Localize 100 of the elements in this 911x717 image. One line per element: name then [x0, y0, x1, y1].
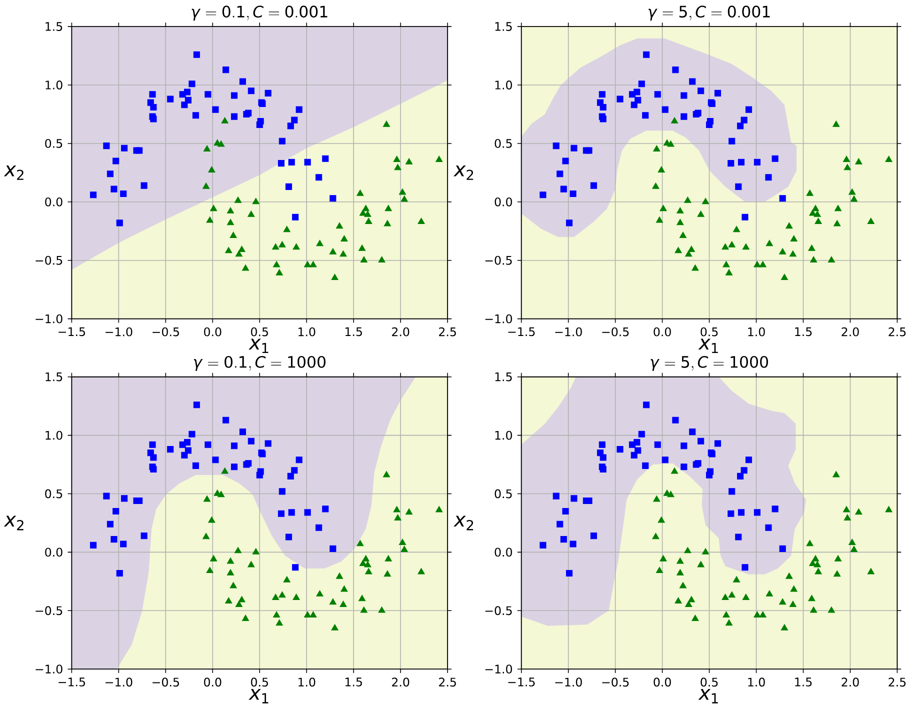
point [679, 582, 687, 588]
point [688, 246, 695, 252]
point [112, 158, 120, 164]
point [221, 467, 228, 474]
point [676, 218, 684, 225]
point [287, 472, 294, 480]
point [230, 442, 238, 449]
point [203, 145, 211, 152]
point [360, 606, 368, 613]
point [234, 546, 242, 554]
point [728, 240, 736, 248]
point [600, 115, 606, 122]
point [167, 446, 174, 452]
point [418, 568, 425, 574]
chart-title: $\gamma = 0.1, C = 0.001$ [192, 6, 328, 20]
point [766, 240, 773, 246]
point [110, 536, 118, 542]
point [296, 106, 302, 113]
point [106, 520, 114, 528]
point [834, 204, 842, 211]
point [844, 514, 851, 520]
point [358, 244, 366, 251]
point [742, 594, 750, 600]
point [738, 158, 745, 166]
point [287, 122, 294, 130]
point [394, 164, 402, 170]
point [789, 250, 796, 257]
point [808, 594, 816, 601]
point [685, 600, 692, 607]
point [814, 218, 822, 224]
point [848, 538, 856, 545]
point [772, 506, 778, 512]
point [90, 191, 97, 198]
point [360, 256, 368, 262]
point [735, 183, 742, 190]
point [230, 92, 238, 99]
point [660, 554, 667, 562]
x-tick-label: −1.0 [106, 327, 132, 336]
point [562, 158, 569, 164]
x-tick-label: 0.5 [251, 327, 268, 336]
point [850, 546, 858, 552]
x-tick-label: 0.0 [654, 327, 671, 336]
point [697, 210, 704, 217]
y-tick-label: 0.5 [45, 489, 62, 498]
x-tick-label: 1.0 [748, 678, 765, 686]
point [304, 158, 311, 166]
point [382, 120, 390, 127]
point [643, 51, 650, 58]
y-tick-label: −0.5 [485, 606, 512, 615]
point [310, 260, 317, 268]
point [242, 614, 250, 621]
point [735, 534, 742, 540]
y-tick-label: 1.5 [46, 22, 62, 31]
point [208, 516, 216, 523]
y-tick-label: −1.0 [485, 314, 512, 324]
point [278, 488, 286, 495]
point [656, 216, 664, 223]
point [670, 467, 678, 474]
point [202, 532, 210, 540]
point [732, 576, 740, 582]
point [809, 560, 816, 566]
x-tick-label: 2.0 [392, 678, 410, 686]
point [405, 508, 413, 514]
point [330, 194, 336, 202]
y-tick-label: 0.5 [494, 138, 512, 148]
point [356, 540, 364, 546]
point [193, 51, 200, 58]
point [850, 195, 858, 202]
point [848, 188, 856, 195]
point [570, 495, 578, 502]
point [855, 508, 862, 514]
point [600, 454, 606, 461]
point [566, 220, 573, 226]
point [714, 90, 722, 96]
point [570, 540, 576, 548]
point [230, 463, 238, 470]
point [264, 90, 272, 96]
point [336, 572, 344, 579]
point [103, 142, 110, 149]
y-tick-label: 1.0 [495, 430, 512, 440]
point [192, 462, 200, 469]
chart-title: $\gamma = 0.1, C = 1000$ [194, 356, 326, 371]
point [292, 594, 300, 600]
point [316, 240, 324, 246]
x-tick-label: 2.0 [392, 327, 410, 336]
x-tick-label: 0.5 [700, 678, 718, 686]
point [212, 456, 219, 463]
y-tick-label: 1.5 [495, 22, 512, 31]
point [90, 542, 97, 548]
point [540, 542, 546, 548]
point [680, 92, 688, 99]
x-tick-label: 2.0 [842, 327, 859, 336]
point [680, 463, 688, 470]
point [316, 524, 322, 531]
point [398, 538, 406, 545]
x-tick-label: −1.5 [508, 327, 535, 336]
point [600, 104, 606, 110]
point [248, 560, 255, 568]
point [814, 210, 821, 217]
point [384, 220, 391, 226]
